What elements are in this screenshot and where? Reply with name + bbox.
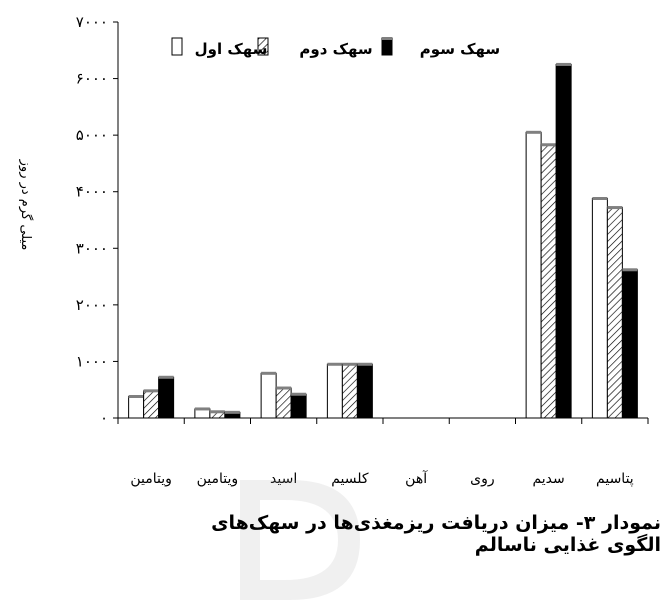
bar-top (592, 197, 608, 201)
legend-swatch (171, 37, 183, 56)
bar (341, 363, 358, 419)
bar (290, 393, 307, 419)
bar-top (224, 410, 240, 414)
bar-top (526, 130, 542, 134)
legend-swatch (381, 37, 393, 56)
y-tick-label: ۷۰۰۰ (76, 13, 108, 31)
bar (591, 198, 608, 419)
bar-top (158, 375, 174, 379)
bar (555, 63, 572, 419)
category-label: روی (470, 471, 494, 487)
caption-line-2: الگوی غذایی ناسالم (474, 534, 661, 556)
category-label: آهن (405, 470, 428, 487)
bar-top (143, 389, 159, 393)
bar-top (128, 395, 144, 399)
bar-top (194, 407, 210, 411)
watermark-logo (240, 480, 360, 600)
y-tick-label: ۶۰۰۰ (76, 70, 108, 88)
y-tick-label: ۴۰۰۰ (76, 183, 108, 201)
bar-top (327, 362, 343, 366)
figure-caption: نمودار ۳- میزان دریافت ریزمغذی‌ها در سهک… (21, 512, 661, 556)
bar-top (261, 371, 277, 375)
bar-chart: ۰۱۰۰۰۲۰۰۰۳۰۰۰۴۰۰۰۵۰۰۰۶۰۰۰۷۰۰۰ویتامینAویت… (18, 13, 649, 487)
bar (275, 387, 292, 419)
caption-line-1: نمودار ۳- میزان دریافت ریزمغذی‌ها در سهک… (211, 512, 661, 534)
y-tick-label: ۱۰۰۰ (76, 352, 108, 370)
bar (356, 363, 373, 419)
bar-top (556, 62, 572, 66)
bar-top (622, 268, 638, 272)
legend-label: سهک اول (195, 40, 268, 58)
y-tick-label: ۰ (100, 409, 108, 427)
bar (128, 396, 145, 419)
bar-top (276, 386, 292, 390)
bar (525, 131, 542, 419)
bar (143, 390, 160, 419)
category-label: سدیم (532, 471, 564, 487)
y-tick-label: ۳۰۰۰ (76, 239, 108, 257)
bar (260, 372, 277, 419)
legend-swatch-top (382, 37, 392, 40)
category-label: اسید (270, 471, 297, 487)
bar (621, 269, 638, 419)
bar-top (291, 392, 307, 396)
bar (158, 376, 175, 419)
bar-top (607, 206, 623, 210)
legend-label: سهک سوم (420, 40, 500, 58)
bar-top (541, 143, 557, 147)
bar (540, 144, 557, 419)
y-axis-label: میلی گرم در روز (18, 159, 34, 251)
bar (606, 207, 623, 419)
legend-label: سهک دوم (299, 40, 372, 58)
category-label: کلسیم (331, 471, 369, 487)
bar (326, 363, 343, 419)
y-tick-label: ۲۰۰۰ (76, 296, 108, 314)
bar-top (357, 362, 373, 366)
category-label: پتاسیم (596, 471, 634, 487)
category-label: ویتامین (130, 471, 172, 487)
legend-swatch (257, 37, 269, 56)
y-tick-label: ۵۰۰۰ (76, 126, 108, 144)
bar-top (209, 410, 225, 414)
bar-top (342, 362, 358, 366)
category-label: ویتامین (197, 471, 239, 487)
